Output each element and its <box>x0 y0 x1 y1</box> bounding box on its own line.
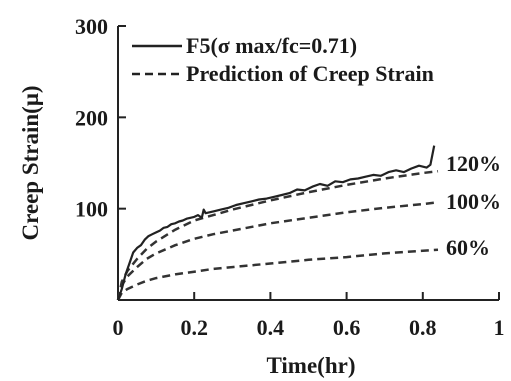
prediction-curve-0 <box>116 169 439 301</box>
series-labels: 120% 100% 60% <box>446 151 501 260</box>
x-tick-label: 0.4 <box>257 315 285 340</box>
x-tick-label: 0.8 <box>409 315 437 340</box>
legend-measured-label: F5(σ max/fc=0.71) <box>186 33 357 58</box>
prediction-label-1: 100% <box>446 189 501 214</box>
measured-curve <box>116 145 436 301</box>
y-tick-label: 300 <box>75 14 108 39</box>
y-tick-label: 100 <box>75 197 108 222</box>
legend-prediction-label: Prediction of Creep Strain <box>186 61 434 86</box>
prediction-label-0: 120% <box>446 151 501 176</box>
x-axis-title: Time(hr) <box>266 353 355 378</box>
x-tick-label: 0 <box>113 315 124 340</box>
y-axis-title: Creep Strain(μ) <box>18 85 43 240</box>
series-group <box>116 145 439 301</box>
x-tick-label: 0.2 <box>180 315 208 340</box>
prediction-curve-2 <box>116 248 439 301</box>
axis-ticks: 0 0.2 0.4 0.6 0.8 1 100 200 300 <box>75 14 505 340</box>
x-tick-label: 0.6 <box>333 315 361 340</box>
x-tick-label: 1 <box>494 315 505 340</box>
legend: F5(σ max/fc=0.71) Prediction of Creep St… <box>132 33 434 86</box>
prediction-label-2: 60% <box>446 235 490 260</box>
prediction-curve-1 <box>116 201 439 301</box>
y-tick-label: 200 <box>75 105 108 130</box>
